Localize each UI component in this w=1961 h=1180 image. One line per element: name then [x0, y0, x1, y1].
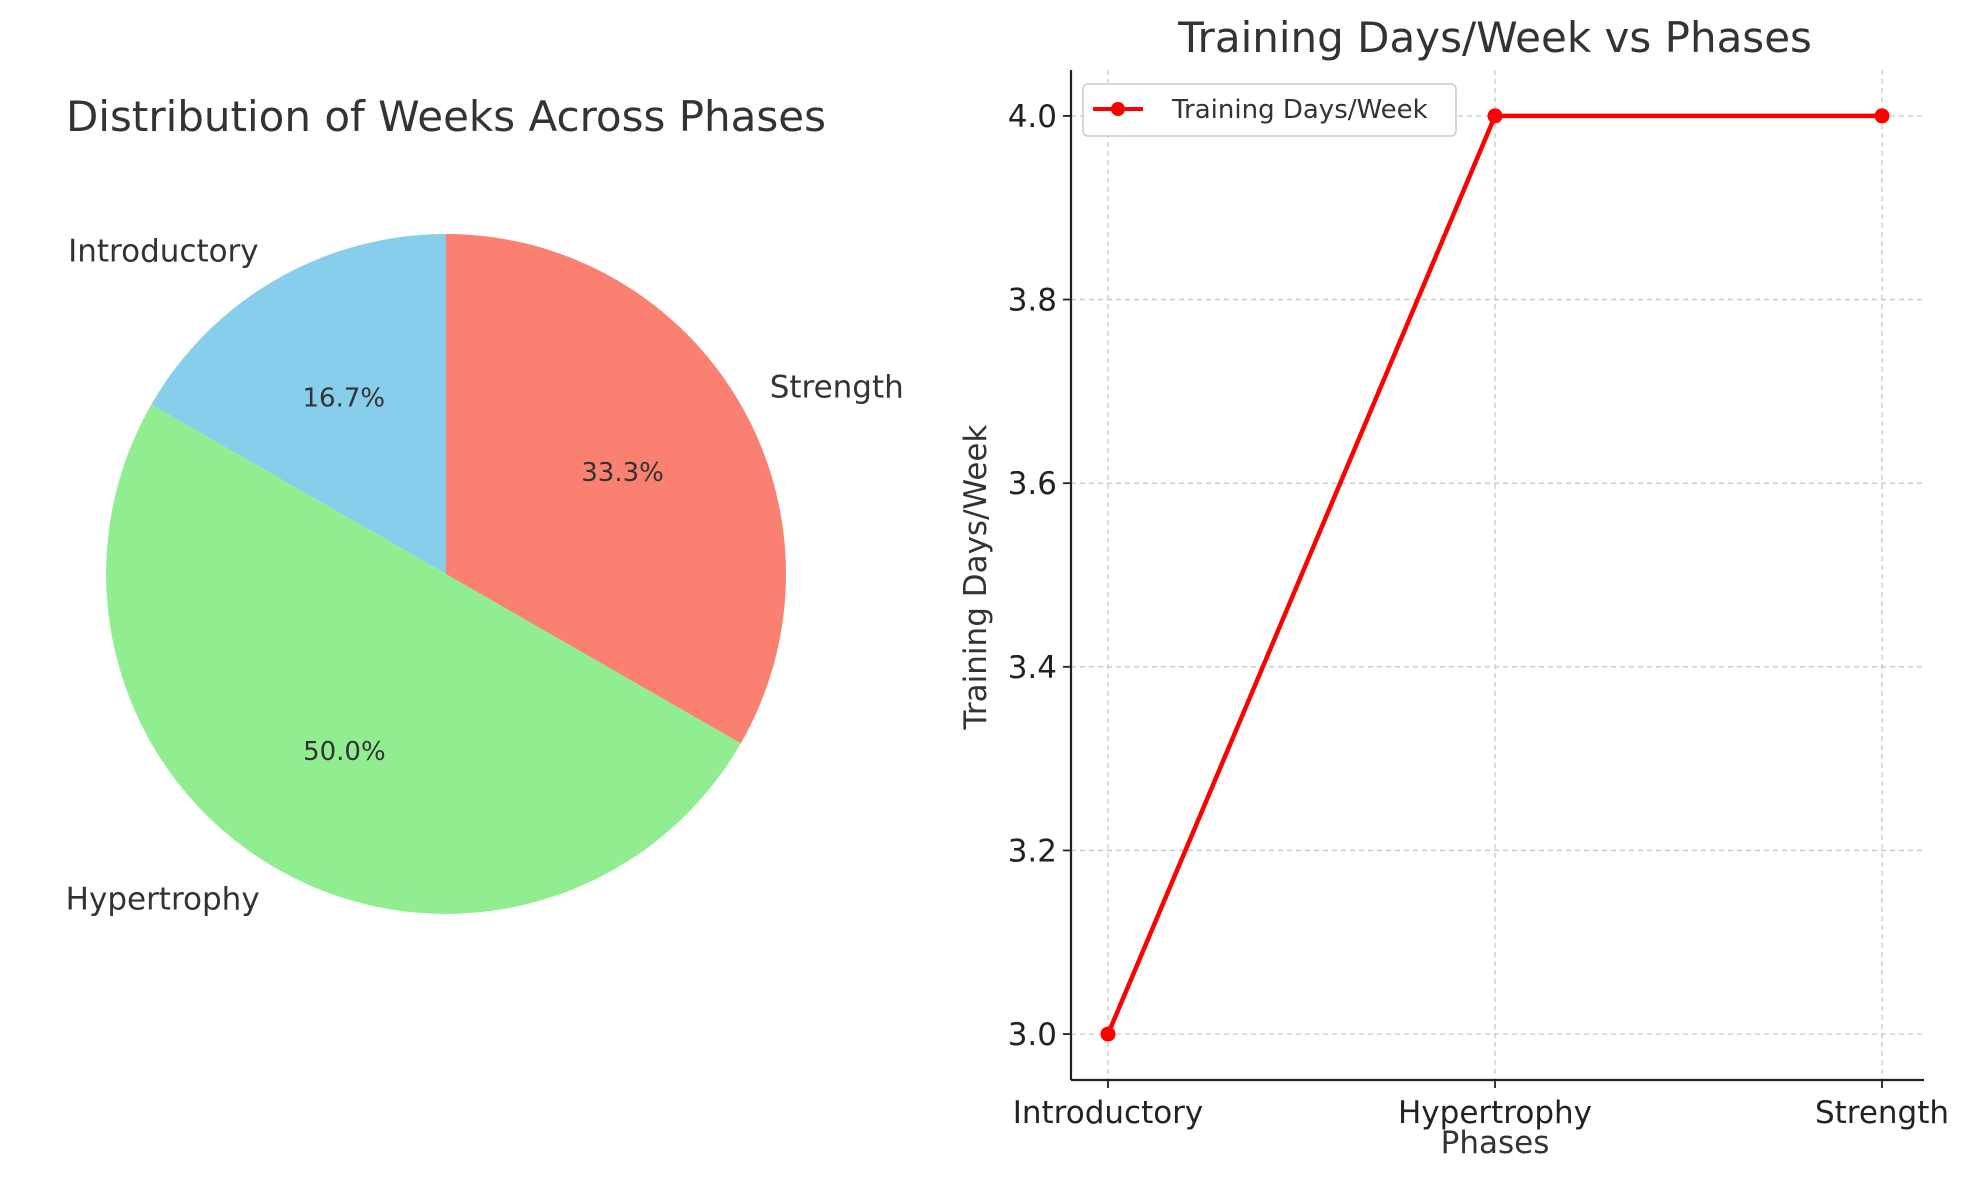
line-chart: Training Days/Week vs Phases 3.03.23.43.… — [958, 13, 1949, 1161]
line-chart-axes — [1069, 70, 1924, 1082]
line-chart-series — [1100, 108, 1890, 1042]
data-point-strength — [1874, 108, 1890, 124]
pie-slice-strength — [446, 234, 786, 744]
legend-marker-swatch — [1111, 102, 1125, 116]
legend-entry-label: Training Days/Week — [1171, 95, 1428, 125]
y-tick-label: 3.4 — [1008, 650, 1057, 686]
pie-label-hypertrophy: Hypertrophy — [66, 881, 260, 917]
y-tick-label: 4.0 — [1008, 99, 1057, 135]
line-chart-x-axis-label: Phases — [1441, 1125, 1550, 1161]
y-tick-label: 3.8 — [1008, 283, 1057, 319]
pie-labels: Introductory 16.7% Hypertrophy 50.0% Strengt… — [66, 233, 904, 917]
line-chart-title: Training Days/Week vs Phases — [1177, 13, 1812, 62]
pie-chart-title: Distribution of Weeks Across Phases — [66, 92, 826, 141]
data-point-hypertrophy — [1487, 108, 1503, 124]
line-chart-y-axis-label: Training Days/Week — [958, 424, 994, 730]
pie-label-strength: Strength — [770, 370, 904, 406]
x-tick-label-strength: Strength — [1815, 1095, 1949, 1131]
pie-chart: Distribution of Weeks Across Phases Intr… — [66, 92, 904, 917]
line-chart-ticks: 3.0 3.2 3.4 3.6 3.8 4.0 Introductory Hypertroph… — [1008, 99, 1949, 1131]
pie-pct-hypertrophy: 50.0% — [303, 737, 386, 767]
x-tick-label-hypertrophy: Hypertrophy — [1398, 1095, 1592, 1131]
y-tick-label: 3.2 — [1008, 833, 1057, 869]
pie-slice-hypertrophy — [106, 404, 741, 914]
pie-label-introductory: Introductory — [68, 233, 259, 269]
pie-slice-introductory — [151, 234, 446, 574]
y-tick-label: 3.6 — [1008, 466, 1057, 502]
data-point-introductory — [1100, 1026, 1116, 1042]
x-tick-label-introductory: Introductory — [1013, 1095, 1204, 1131]
pie-pct-strength: 33.3% — [581, 458, 664, 488]
legend-box — [1082, 83, 1457, 137]
line-chart-legend: Training Days/Week — [1082, 83, 1457, 137]
y-tick-label: 3.0 — [1008, 1017, 1057, 1053]
pie-slices — [106, 234, 786, 914]
pie-pct-introductory: 16.7% — [303, 383, 386, 413]
